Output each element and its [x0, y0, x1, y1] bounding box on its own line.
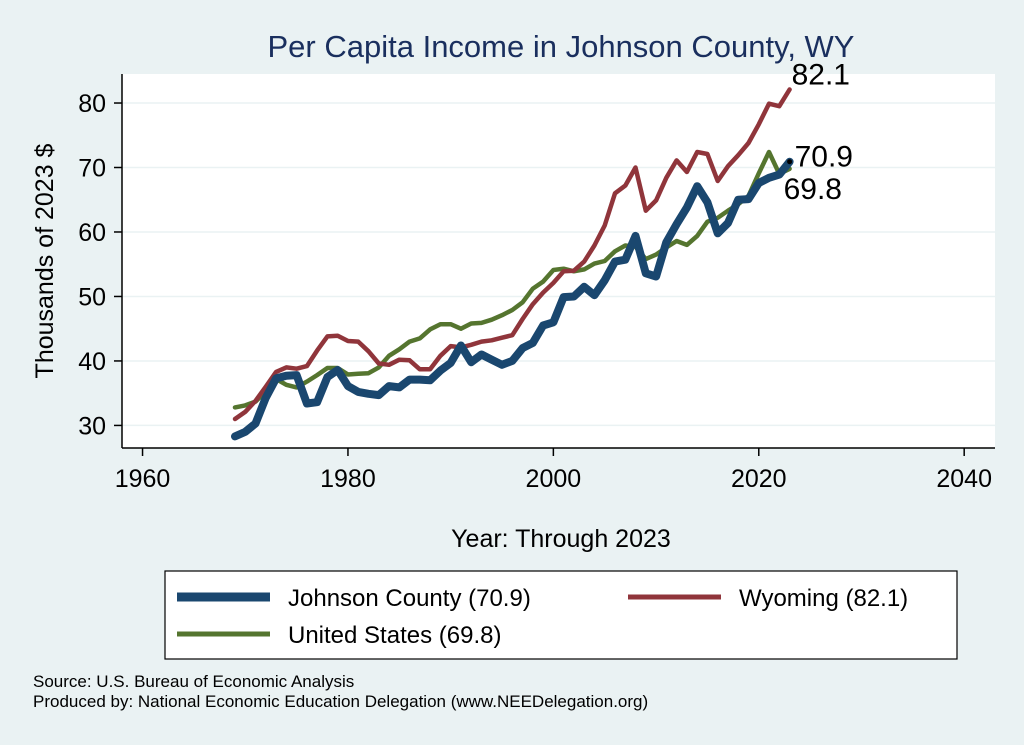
end-label-wyoming: 82.1 [792, 58, 850, 91]
chart-title: Per Capita Income in Johnson County, WY [268, 29, 855, 64]
y-axis-title: Thousands of 2023 $ [31, 143, 59, 378]
x-tick-label: 2000 [526, 465, 582, 493]
y-ticks: 30 40 50 60 70 80 [78, 90, 122, 440]
grid [122, 102, 995, 427]
x-tick-label: 1960 [115, 465, 171, 493]
plot-area [122, 74, 995, 448]
legend-label-wyoming: Wyoming (82.1) [739, 585, 908, 612]
legend: Johnson County (70.9) Wyoming (82.1) Uni… [164, 570, 958, 660]
series-line-johnson-county [231, 157, 794, 441]
y-tick-label: 40 [78, 348, 106, 376]
x-tick-label: 1980 [320, 465, 376, 493]
y-tick-label: 60 [78, 219, 106, 247]
y-tick-label: 50 [78, 283, 106, 311]
series [231, 87, 794, 441]
y-tick-label: 70 [78, 155, 106, 183]
end-label-united-states: 69.8 [784, 173, 842, 206]
x-ticks: 1960 1980 2000 2020 2040 [115, 448, 992, 493]
x-tick-label: 2020 [731, 465, 787, 493]
source-note: Source: U.S. Bureau of Economic Analysis [33, 672, 355, 691]
legend-label-united-states: United States (69.8) [288, 622, 501, 649]
x-tick-label: 2040 [936, 465, 992, 493]
x-axis-title: Year: Through 2023 [451, 525, 671, 553]
y-tick-label: 80 [78, 90, 106, 118]
end-label-marker-johnson-county [787, 159, 793, 165]
legend-label-johnson-county: Johnson County (70.9) [288, 585, 531, 612]
produced-by-note: Produced by: National Economic Education… [33, 692, 649, 711]
end-labels: 82.1 70.969.8 [784, 58, 853, 205]
series-line-united-states [232, 149, 792, 410]
legend-box [164, 570, 958, 660]
axes [121, 74, 995, 449]
series-line-wyoming [232, 87, 792, 422]
end-label-johnson-county: 70.9 [795, 141, 853, 174]
y-tick-label: 30 [78, 412, 106, 440]
